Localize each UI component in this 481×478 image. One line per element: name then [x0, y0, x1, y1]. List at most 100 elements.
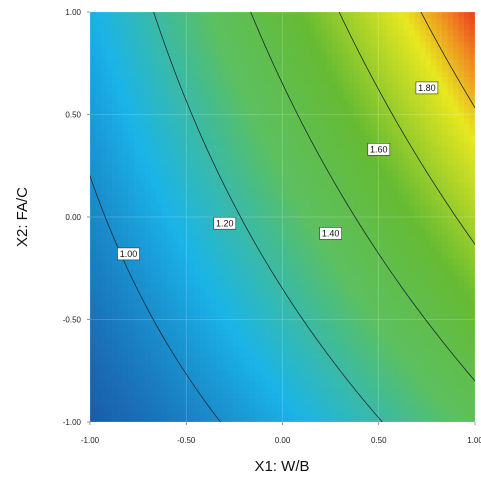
field-cell: [194, 111, 201, 119]
field-cell: [200, 199, 207, 206]
field-cell: [128, 334, 135, 341]
field-cell: [90, 117, 97, 124]
field-cell: [431, 281, 438, 288]
field-cell: [310, 328, 317, 335]
field-cell: [436, 111, 443, 119]
field-cell: [376, 287, 383, 294]
field-cell: [326, 146, 333, 154]
field-cell: [403, 228, 410, 236]
field-cell: [365, 398, 372, 406]
field-cell: [117, 158, 124, 165]
field-cell: [216, 375, 223, 382]
field-cell: [244, 170, 251, 177]
field-cell: [139, 94, 146, 101]
field-cell: [304, 281, 311, 288]
field-cell: [150, 217, 157, 224]
field-cell: [409, 17, 416, 25]
field-cell: [172, 269, 179, 277]
field-cell: [277, 193, 284, 201]
field-cell: [249, 240, 256, 247]
field-cell: [277, 70, 284, 78]
field-cell: [414, 23, 421, 31]
field-cell: [398, 23, 405, 31]
field-cell: [310, 240, 317, 247]
field-cell: [310, 281, 317, 288]
field-cell: [249, 140, 256, 148]
field-cell: [161, 129, 168, 136]
field-cell: [425, 246, 432, 253]
field-cell: [409, 416, 416, 422]
field-cell: [299, 64, 306, 72]
field-cell: [112, 304, 119, 312]
field-cell: [277, 135, 284, 142]
field-cell: [233, 281, 240, 288]
field-cell: [403, 263, 410, 271]
field-cell: [288, 76, 295, 83]
field-cell: [310, 340, 317, 347]
field-cell: [178, 263, 185, 271]
field-cell: [238, 135, 245, 142]
field-cell: [288, 246, 295, 253]
field-cell: [376, 375, 383, 382]
field-cell: [370, 299, 377, 306]
field-cell: [156, 240, 163, 247]
field-cell: [260, 23, 267, 31]
field-cell: [392, 240, 399, 247]
field-cell: [106, 176, 113, 183]
contour-label-text: 1.60: [370, 145, 388, 155]
field-cell: [117, 58, 124, 66]
contour-label-1.00: 1.00: [117, 247, 140, 261]
field-cell: [238, 164, 245, 171]
field-cell: [106, 328, 113, 335]
field-cell: [332, 351, 339, 359]
field-cell: [370, 363, 377, 370]
field-cell: [255, 170, 262, 177]
field-cell: [326, 275, 333, 283]
field-cell: [398, 369, 405, 376]
field-cell: [458, 234, 465, 242]
field-cell: [134, 281, 141, 288]
field-cell: [183, 193, 190, 201]
field-cell: [326, 252, 333, 259]
field-cell: [359, 410, 366, 417]
field-cell: [436, 123, 443, 130]
field-cell: [403, 170, 410, 177]
field-cell: [260, 222, 267, 230]
field-cell: [288, 369, 295, 376]
field-cell: [112, 275, 119, 283]
field-cell: [266, 240, 273, 247]
field-cell: [189, 76, 196, 83]
field-cell: [414, 252, 421, 259]
field-cell: [233, 187, 240, 195]
field-cell: [189, 170, 196, 177]
field-cell: [414, 181, 421, 189]
field-cell: [194, 340, 201, 347]
field-cell: [90, 351, 97, 359]
field-cell: [249, 35, 256, 42]
field-cell: [172, 53, 179, 60]
field-cell: [167, 398, 174, 406]
field-cell: [370, 217, 377, 224]
field-cell: [376, 70, 383, 78]
field-cell: [156, 304, 163, 312]
field-cell: [260, 123, 267, 130]
field-cell: [304, 410, 311, 417]
field-cell: [222, 205, 229, 212]
field-cell: [266, 334, 273, 341]
field-cell: [161, 76, 168, 83]
field-cell: [249, 293, 256, 300]
field-cell: [255, 404, 262, 411]
field-cell: [409, 29, 416, 37]
field-cell: [128, 193, 135, 201]
field-cell: [123, 76, 130, 83]
field-cell: [282, 187, 289, 195]
field-cell: [288, 398, 295, 406]
field-cell: [436, 228, 443, 236]
field-cell: [337, 117, 344, 124]
field-cell: [293, 416, 300, 422]
field-cell: [431, 99, 438, 107]
field-cell: [398, 328, 405, 335]
field-cell: [189, 263, 196, 271]
field-cell: [409, 117, 416, 124]
field-cell: [123, 287, 130, 294]
